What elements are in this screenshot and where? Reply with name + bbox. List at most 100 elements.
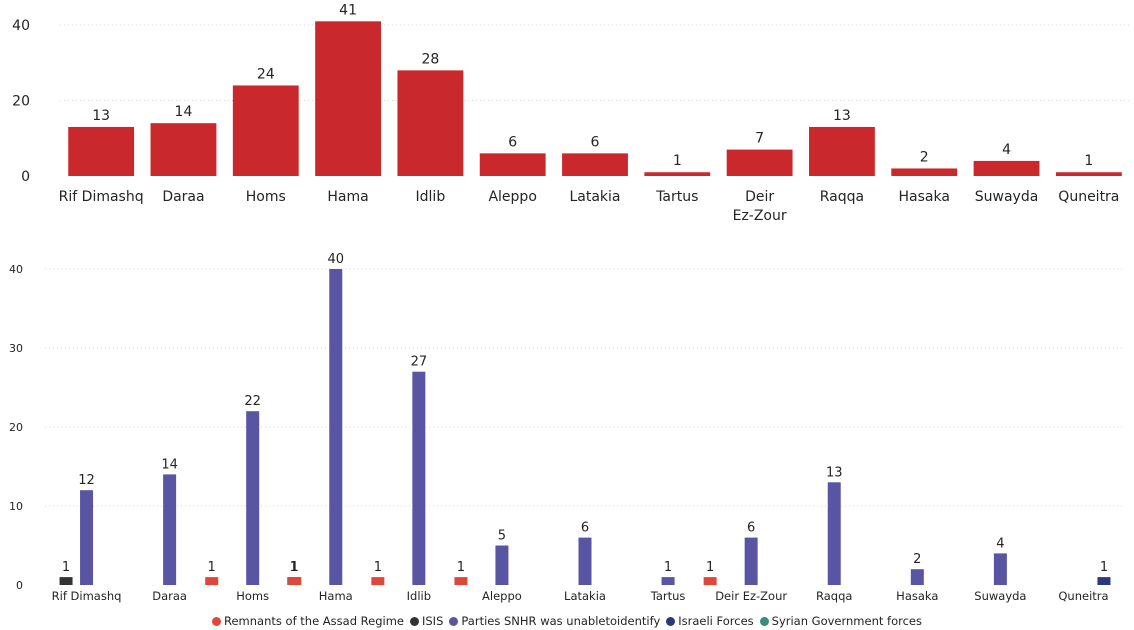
bottom-x-tick-label: Deir Ez-Zour: [715, 589, 787, 603]
top-value-label: 28: [421, 51, 439, 67]
bottom-x-tick-label: Aleppo: [482, 589, 522, 603]
top-value-label: 4: [1002, 142, 1011, 158]
top-x-tick-label: Hama: [327, 189, 368, 205]
top-value-label: 6: [508, 134, 517, 150]
top-bar-aleppo: [479, 153, 546, 176]
bottom-bar-idlib-remnants-of-the-assad-regime: [371, 577, 385, 585]
top-x-tick-label: Rif Dimashq: [59, 189, 144, 205]
top-value-label: 1: [1084, 153, 1093, 169]
bottom-x-tick-label: Raqqa: [816, 589, 852, 603]
top-x-tick-label: Ez-Zour: [733, 208, 787, 224]
top-y-tick-label: 40: [12, 18, 30, 34]
bottom-bar-aleppo-remnants-of-the-assad-regime: [454, 577, 468, 585]
top-x-tick-label: Deir: [745, 189, 774, 205]
bottom-bar-deir-ez-zour-parties-snhr-was-unabletoidentify: [744, 537, 758, 585]
top-y-tick-label: 0: [21, 169, 30, 185]
bottom-value-label: 6: [747, 521, 755, 536]
legend-item-remnants-of-the-assad-regime[interactable]: Remnants of the Assad Regime: [212, 614, 404, 628]
top-bar-suwayda: [973, 160, 1040, 176]
top-bar-daraa: [150, 123, 217, 176]
legend-swatch: [666, 616, 676, 626]
bottom-x-tick-label: Hasaka: [896, 589, 938, 603]
top-x-tick-label: Idlib: [416, 189, 446, 205]
bottom-x-tick-label: Tartus: [650, 589, 686, 603]
legend-item-isis[interactable]: ISIS: [409, 614, 444, 628]
top-x-tick-label: Aleppo: [488, 189, 536, 205]
bottom-bar-rif-dimashq-parties-snhr-was-unabletoidentify: [80, 490, 94, 585]
bottom-bar-hasaka-parties-snhr-was-unabletoidentify: [910, 569, 924, 585]
bottom-value-label: 12: [78, 473, 95, 488]
top-bar-homs: [232, 85, 299, 176]
top-bar-raqqa: [809, 126, 875, 176]
legend-item-israeli-forces[interactable]: Israeli Forces: [666, 614, 754, 628]
legend-item-syrian-government-forces[interactable]: Syrian Government forces: [759, 614, 922, 628]
bottom-value-label: 13: [826, 465, 843, 480]
top-x-tick-label: Hasaka: [899, 189, 950, 205]
bottom-value-label: 14: [161, 457, 178, 472]
legend-item-parties-snhr-was-unabletoidentify[interactable]: Parties SNHR was unabletoidentify: [449, 614, 660, 628]
top-x-tick-label: Latakia: [569, 189, 620, 205]
top-value-label: 14: [175, 104, 193, 120]
legend-label: Remnants of the Assad Regime: [224, 614, 404, 628]
bottom-x-tick-label: Rif Dimashq: [52, 589, 122, 603]
legend-swatch: [212, 616, 221, 626]
bottom-bar-deir-ez-zour-remnants-of-the-assad-regime: [703, 577, 717, 585]
bottom-bar-hama-parties-snhr-was-unabletoidentify: [329, 269, 343, 585]
top-bar-quneitra: [1055, 172, 1122, 176]
bottom-value-label: 1: [374, 560, 382, 575]
legend-swatch: [759, 616, 769, 626]
bottom-y-tick-label: 40: [9, 263, 23, 276]
bottom-value-label: 1: [457, 560, 465, 575]
bottom-value-label: 1: [208, 560, 216, 575]
top-x-tick-label: Daraa: [162, 189, 204, 205]
legend-label: Israeli Forces: [678, 614, 754, 628]
top-value-label: 13: [833, 108, 851, 124]
bottom-value-label: 27: [411, 355, 428, 370]
bottom-value-label: 1: [62, 560, 70, 575]
legend-swatch: [409, 616, 419, 626]
top-value-label: 24: [257, 66, 275, 82]
top-bar-hama: [315, 21, 381, 177]
bottom-bar-aleppo-parties-snhr-was-unabletoidentify: [495, 545, 509, 585]
bottom-x-tick-label: Latakia: [564, 589, 606, 603]
top-chart-total-by-governorate: 0 20 40 13 Rif Dimashq 14 Daraa 24 Homs 4 1 Hama 28 I…: [12, 2, 1130, 224]
bottom-bar-tartus-parties-snhr-was-unabletoidentify: [661, 577, 675, 585]
bottom-value-label: 6: [581, 521, 589, 536]
top-bar-hasaka: [891, 168, 958, 176]
bottom-value-label: 40: [327, 252, 344, 267]
bottom-value-label: 22: [244, 394, 261, 409]
bottom-value-label: 1: [664, 560, 672, 575]
bottom-value-label: 5: [498, 529, 506, 544]
bottom-value-label: 1: [706, 560, 714, 575]
bottom-x-tick-label: Quneitra: [1058, 589, 1108, 603]
bottom-y-tick-label: 10: [9, 500, 23, 513]
top-value-label: 7: [755, 131, 764, 147]
bottom-bar-latakia-parties-snhr-was-unabletoidentify: [578, 537, 592, 585]
bottom-bar-suwayda-parties-snhr-was-unabletoidentify: [993, 553, 1007, 585]
top-value-label: 13: [92, 108, 110, 124]
legend-label: Syrian Government forces: [771, 614, 922, 628]
bottom-value-label: 4: [996, 536, 1004, 551]
bottom-value-label: 2: [913, 552, 921, 567]
top-x-tick-label: Quneitra: [1058, 189, 1119, 205]
top-bar-deir-ez-zour: [726, 149, 793, 176]
bottom-x-tick-label: Daraa: [152, 589, 187, 603]
bottom-y-tick-label: 20: [9, 421, 23, 434]
bottom-value-label: 1: [290, 560, 298, 575]
top-bar-tartus: [644, 172, 711, 176]
legend-label: ISIS: [421, 614, 444, 628]
top-bar-idlib: [397, 70, 464, 176]
bottom-x-tick-label: Homs: [236, 589, 269, 603]
legend: Remnants of the Assad Regime ISIS Parties …: [0, 612, 1134, 630]
bottom-y-tick-label: 30: [9, 342, 23, 355]
top-y-tick-label: 20: [12, 94, 30, 110]
bottom-x-tick-label: Hama: [319, 589, 353, 603]
bottom-bar-homs-remnants-of-the-assad-regime: [205, 577, 219, 585]
top-x-tick-label: Homs: [246, 189, 286, 205]
bottom-x-tick-label: Idlib: [407, 589, 431, 603]
top-value-label: 6: [591, 134, 600, 150]
top-value-label: 1: [673, 153, 682, 169]
bottom-bar-hama-remnants-of-the-assad-regime: [288, 577, 302, 585]
